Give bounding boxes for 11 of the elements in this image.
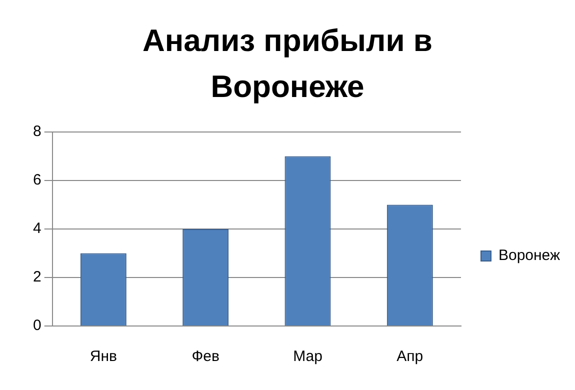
x-tick-label: Фев [192,348,220,366]
y-tick-label: 8 [33,123,42,140]
y-tick-label: 4 [33,220,42,238]
y-tick-label: 2 [33,268,42,286]
x-tick-label: Янв [90,348,117,366]
y-tick-label: 0 [33,317,42,334]
x-tick-label: Апр [396,348,424,366]
y-tick-label: 6 [33,172,42,189]
chart-title: Анализ прибыли в Воронеже [142,22,434,106]
legend-label: Воронеж [498,247,560,264]
x-tick-label: Мар [293,348,322,366]
